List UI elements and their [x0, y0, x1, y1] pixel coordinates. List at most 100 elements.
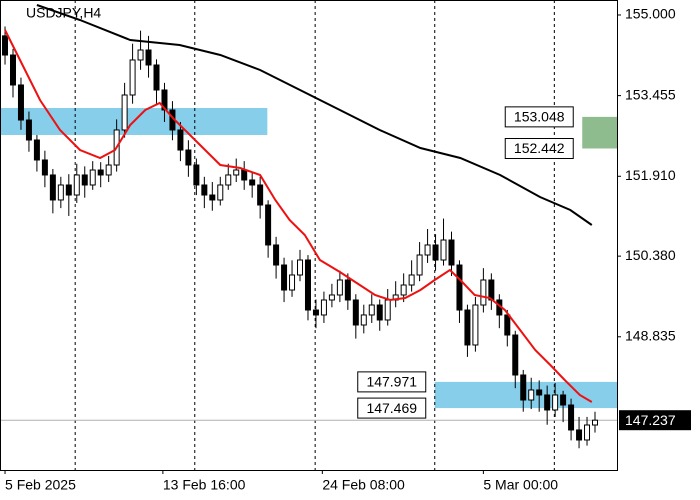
price-label-text: 153.048 — [514, 109, 565, 125]
candle-body — [456, 264, 463, 311]
price-label-box — [357, 397, 427, 419]
candle-body — [424, 244, 431, 256]
candle-body — [568, 404, 575, 431]
candle-body — [97, 169, 104, 176]
candle-body — [297, 259, 304, 276]
candle-body — [416, 254, 423, 276]
candle-body — [408, 274, 415, 286]
candle-body — [73, 174, 80, 196]
candle-body — [544, 394, 551, 411]
candle-body — [137, 49, 144, 61]
candle-body — [57, 184, 64, 201]
candle-body — [105, 164, 112, 176]
price-label: 153.048 — [504, 106, 574, 128]
candle-body — [273, 244, 280, 266]
candle-body — [161, 89, 168, 111]
candle-body — [17, 84, 24, 121]
candle-body — [41, 159, 48, 176]
candle-body — [472, 304, 479, 346]
y-tick-label: 153.455 — [625, 86, 676, 102]
candle-body — [512, 334, 519, 376]
candle-body — [576, 429, 583, 441]
candle-body — [193, 164, 200, 186]
chart-title: USDJPY,H4 — [26, 5, 101, 21]
candle-body — [129, 59, 136, 96]
price-label-box — [504, 106, 574, 128]
candle-body — [177, 129, 184, 151]
candle-body — [504, 314, 511, 336]
candle-body — [320, 299, 327, 316]
candle-body — [233, 169, 240, 176]
candle-body — [25, 119, 32, 141]
candle-body — [448, 239, 455, 266]
candle-body — [281, 264, 288, 291]
candle-body — [536, 389, 543, 396]
candle-body — [304, 259, 311, 311]
candle-body — [265, 204, 272, 246]
candle-body — [65, 184, 72, 196]
candle-body — [360, 314, 367, 326]
candle-body — [344, 279, 351, 301]
plot-frame — [0, 0, 618, 471]
candle-body — [201, 184, 208, 196]
candle-body — [440, 239, 447, 261]
candle-body — [217, 184, 224, 201]
price-label-text: 147.469 — [366, 400, 417, 416]
candle-body — [185, 149, 192, 166]
y-tick-label: 148.835 — [625, 327, 676, 343]
price-label-box — [504, 138, 574, 160]
candle-body — [121, 94, 128, 131]
candle-body — [591, 419, 598, 426]
price-label-text: 152.442 — [514, 140, 565, 156]
plot: 153.048 152.442 147.971 147.469 — [0, 0, 617, 470]
candle-body — [432, 244, 439, 261]
candle-body — [89, 169, 96, 186]
price-label-box — [357, 371, 427, 393]
candle-body — [400, 284, 407, 296]
candle-body — [352, 299, 359, 326]
candle-body — [528, 389, 535, 401]
y-tick-label: 150.380 — [625, 247, 676, 263]
candle-body — [312, 309, 319, 316]
candle-body — [33, 139, 40, 161]
candle-body — [552, 394, 559, 411]
moving-average — [36, 4, 593, 226]
y-tick-label: 155.000 — [625, 6, 676, 22]
candle-body — [153, 64, 160, 91]
current-price-label: 147.237 — [625, 412, 676, 428]
candle-body — [145, 49, 152, 66]
zone — [582, 116, 617, 149]
candle-body — [464, 309, 471, 346]
candle-body — [584, 424, 591, 441]
candle-body — [2, 35, 9, 56]
x-tick-label: 5 Mar 00:00 — [483, 477, 558, 493]
price-label: 152.442 — [504, 138, 574, 160]
x-tick-label: 13 Feb 16:00 — [163, 477, 246, 493]
candle-body — [520, 374, 527, 401]
candle-body — [49, 174, 56, 201]
candle-body — [241, 169, 248, 181]
candle-body — [376, 304, 383, 321]
candle-body — [384, 299, 391, 321]
candle-body — [336, 279, 343, 296]
candle-body — [249, 179, 256, 186]
candle-body — [289, 274, 296, 291]
price-label: 147.971 — [357, 371, 427, 393]
candle-body — [257, 184, 264, 206]
candle-body — [560, 394, 567, 406]
candle-body — [480, 279, 487, 306]
candle-body — [225, 174, 232, 186]
y-tick-label: 151.910 — [625, 167, 676, 183]
x-tick-label: 24 Feb 08:00 — [322, 477, 405, 493]
price-label-text: 147.971 — [366, 374, 417, 390]
current-price-box — [619, 410, 691, 431]
candle-body — [209, 194, 216, 201]
candle-body — [9, 54, 16, 86]
candle-body — [368, 304, 375, 316]
candle-body — [81, 174, 88, 186]
x-tick-label: 5 Feb 2025 — [5, 477, 76, 493]
candle-body — [328, 294, 335, 301]
price-label: 147.469 — [357, 397, 427, 419]
